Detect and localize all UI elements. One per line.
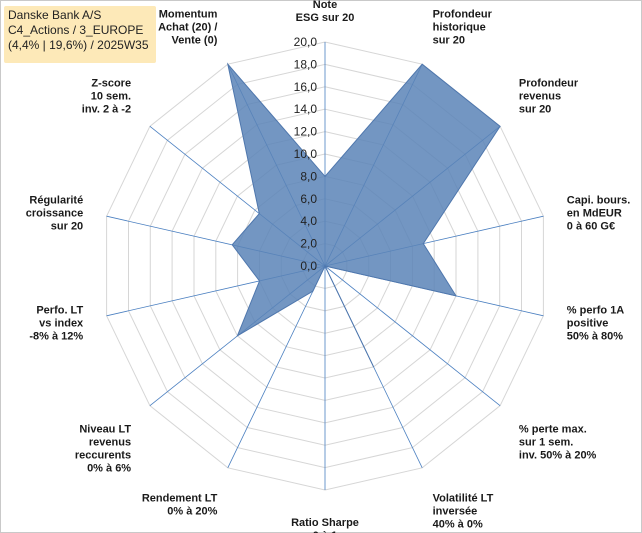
axis-label-line: Z-score [91, 77, 131, 89]
series-area [226, 62, 501, 368]
title-company: Danske Bank A/S [8, 8, 102, 22]
axis-label-line: historique [433, 22, 486, 34]
axis-label-line: Profondeur [519, 77, 579, 89]
tick-label: 0,0 [300, 259, 317, 273]
axis-label-line: 10 sem. [91, 90, 131, 102]
axis-label-line: revenus [519, 90, 561, 102]
axis-label-line: revenus [89, 437, 131, 449]
axis-label-line: 40% à 0% [433, 518, 483, 530]
axis-label-line: Profondeur [433, 9, 493, 21]
axis-label-line: Volatilité LT [433, 492, 494, 504]
axis-label-line: croissance [26, 207, 83, 219]
axis-label-line: 0% à 6% [87, 463, 131, 475]
axis-label-line: Régularité [29, 194, 83, 206]
radar-series [226, 62, 501, 368]
tick-label: 10,0 [294, 147, 318, 161]
axis-label-line: sur 20 [433, 35, 465, 47]
tick-label: 20,0 [294, 35, 318, 49]
axis-spoke [227, 265, 326, 468]
tick-label: 2,0 [300, 237, 317, 251]
axis-label: % perte max.sur 1 sem.inv. 50% à 20% [519, 424, 597, 462]
axis-label-line: 50% à 80% [567, 331, 623, 343]
axis-label-line: Ratio Sharpe [291, 517, 359, 529]
axis-label-line: Niveau LT [79, 424, 131, 436]
axis-spoke [324, 265, 501, 407]
axis-label-line: inversée [433, 505, 478, 517]
title-category: C4_Actions / 3_EUROPE [8, 23, 144, 37]
axis-label: Rendement LT0% à 20% [142, 492, 218, 517]
axis-label-line: sur 20 [519, 103, 551, 115]
axis-label-line: Perfo. LT [36, 305, 83, 317]
axis-label-line: sur 1 sem. [519, 437, 573, 449]
tick-label: 6,0 [300, 192, 317, 206]
axis-label: Ratio Sharpe0 à 1 [291, 517, 359, 533]
axis-label-line: 0% à 20% [167, 505, 217, 517]
axis-label-line: % perfo 1A [567, 305, 625, 317]
axis-label-line: Note [313, 0, 337, 11]
tick-label: 18,0 [294, 57, 318, 71]
tick-label: 4,0 [300, 214, 317, 228]
axis-label-line: inv. 2 à -2 [82, 103, 131, 115]
axis-label-line: Momentum [159, 9, 218, 21]
axis-label-line: 0 à 60 G€ [567, 220, 615, 232]
axis-label-line: inv. 50% à 20% [519, 450, 597, 462]
radar-tick-labels: 0,0 2,0 4,0 6,0 8,0 10,0 12,0 14,0 16,0 18,0 20,0 [294, 35, 318, 273]
tick-label: 12,0 [294, 125, 318, 139]
axis-label-line: Vente (0) [172, 35, 218, 47]
axis-label-line: en MdEUR [567, 207, 622, 219]
axis-label-line: % perte max. [519, 424, 587, 436]
chart-title-box: Danske Bank A/S C4_Actions / 3_EUROPE (4… [4, 6, 156, 63]
tick-label: 8,0 [300, 169, 317, 183]
axis-label-line: sur 20 [51, 220, 83, 232]
axis-label-line: Achat (20) / [158, 22, 217, 34]
axis-label-line: ESG sur 20 [296, 12, 355, 24]
axis-label-line: positive [567, 318, 609, 330]
axis-label-line: vs index [39, 318, 84, 330]
axis-label-line: Rendement LT [142, 492, 218, 504]
axis-label-line: reccurents [75, 450, 131, 462]
axis-label-line: Capi. bours. [567, 194, 631, 206]
title-stats: (4,4% | 19,6%) / 2025W35 [8, 38, 149, 52]
tick-label: 16,0 [294, 80, 318, 94]
tick-label: 14,0 [294, 102, 318, 116]
axis-label-line: -8% à 12% [29, 331, 83, 343]
axis-label-line: 0 à 1 [313, 530, 337, 533]
